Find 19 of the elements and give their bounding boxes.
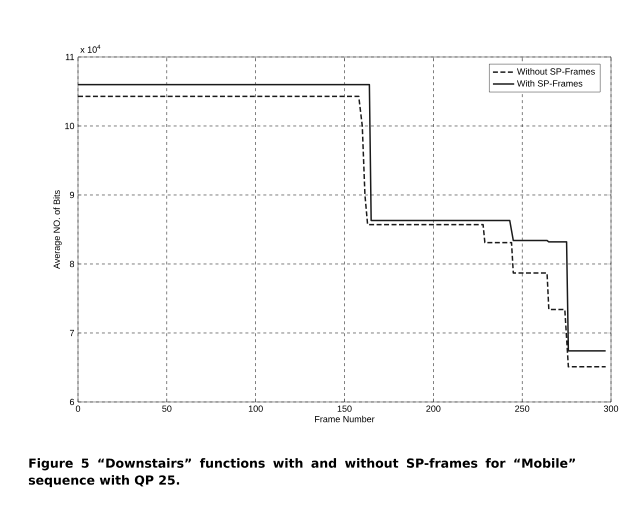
x-tick-label: 200 [426,406,440,412]
x-tick-label: 50 [162,406,172,412]
x-tick-label: 150 [338,406,352,412]
caption: Figure 5 “Downstairs” functions with and without SP-frames for “Mobile” sequence with QP 25. [28,458,575,488]
x-tick-label: 300 [604,406,618,412]
legend-label: Without SP-Frames [516,68,595,75]
y-tick-label: 8 [70,260,74,268]
text: x 10$^{4}$ [80,44,100,53]
x-tick-label: 250 [515,406,530,412]
y-tick-label: 9 [70,192,74,198]
y-axis-title: Average NO. of Bits [53,190,62,270]
x-tick-label: 0 [76,406,80,412]
y-tick-label: 7 [70,330,74,336]
y-tick-label: 6 [70,398,74,406]
y-tick-label: 11 [66,54,74,60]
legend-label: With SP-Frames [516,80,582,87]
x-tick-label: 100 [248,406,263,412]
x-axis-title: Frame Number [315,416,374,422]
y-tick-label: 10 [65,122,74,130]
